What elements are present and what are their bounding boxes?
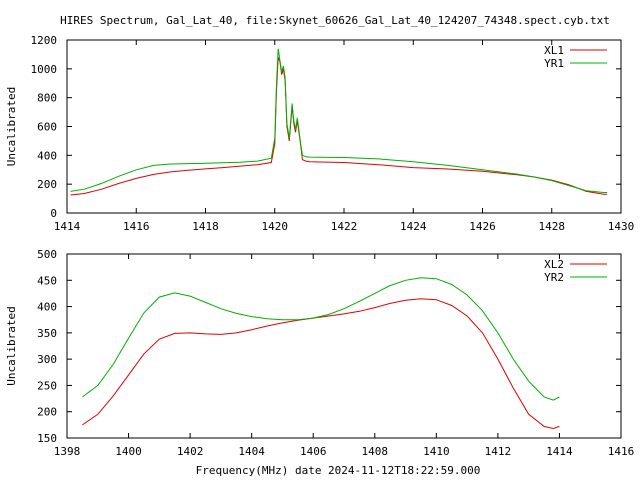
y-tick-label: 400 [37,301,57,314]
plot-frame [66,253,622,439]
chart-title: HIRES Spectrum, Gal_Lat_40, file:Skynet_… [60,14,610,27]
y-tick-label: 250 [37,379,57,392]
y-tick-label: 350 [37,327,57,340]
series-line-xl1 [70,57,608,196]
x-tick-label: 1402 [177,445,204,458]
y-tick-label: 800 [37,92,57,105]
y-tick-label: 300 [37,353,57,366]
y-tick-label: 1000 [31,63,58,76]
x-tick-label: 1416 [608,445,635,458]
x-tick-label: 1414 [546,445,573,458]
x-tick-label: 1426 [469,220,496,233]
x-tick-label: 1410 [423,445,450,458]
plot-frame [66,39,622,214]
x-tick-label: 1428 [539,220,566,233]
x-tick-label: 1422 [331,220,358,233]
x-tick-label: 1408 [362,445,389,458]
y-tick-label: 450 [37,274,57,287]
x-tick-label: 1418 [192,220,219,233]
x-tick-label: 1414 [54,220,81,233]
series-line-xl2 [82,298,560,430]
x-tick-label: 1416 [123,220,150,233]
y-tick-label: 150 [37,432,57,445]
legend-label-yr1: YR1 [544,57,564,70]
x-tick-label: 1406 [300,445,327,458]
y-axis-label: Uncalibrated [5,87,18,166]
series-line-yr2 [82,277,560,401]
y-tick-label: 1200 [31,34,58,47]
y-tick-label: 0 [50,207,57,220]
x-tick-label: 1420 [262,220,289,233]
x-tick-label: 1400 [115,445,142,458]
y-axis-label: Uncalibrated [5,306,18,385]
y-tick-label: 200 [37,178,57,191]
legend-label-xl1: XL1 [544,44,564,57]
chart-panels: 1414 1416 1418 1420 1422 1424 1426 1428 1430 0 200… [5,34,634,458]
chart-panel-1: 1414 1416 1418 1420 1422 1424 1426 1428 1430 0 200… [5,34,634,233]
x-axis-label: Frequency(MHz) date 2024-11-12T18:22:59.… [196,464,481,477]
y-tick-label: 200 [37,406,57,419]
legend-label-xl2: XL2 [544,258,564,271]
x-tick-label: 1430 [608,220,635,233]
y-tick-label: 500 [37,248,57,261]
chart-panel-2: 1398 1400 1402 1404 1406 1408 1410 1412 1414 1416… [5,248,634,458]
series-line-yr1 [70,48,608,193]
x-tick-label: 1424 [400,220,427,233]
x-tick-label: 1404 [238,445,265,458]
y-tick-label: 400 [37,149,57,162]
legend-label-yr2: YR2 [544,271,564,284]
x-tick-label: 1398 [54,445,81,458]
y-tick-label: 600 [37,121,57,134]
x-tick-label: 1412 [485,445,512,458]
